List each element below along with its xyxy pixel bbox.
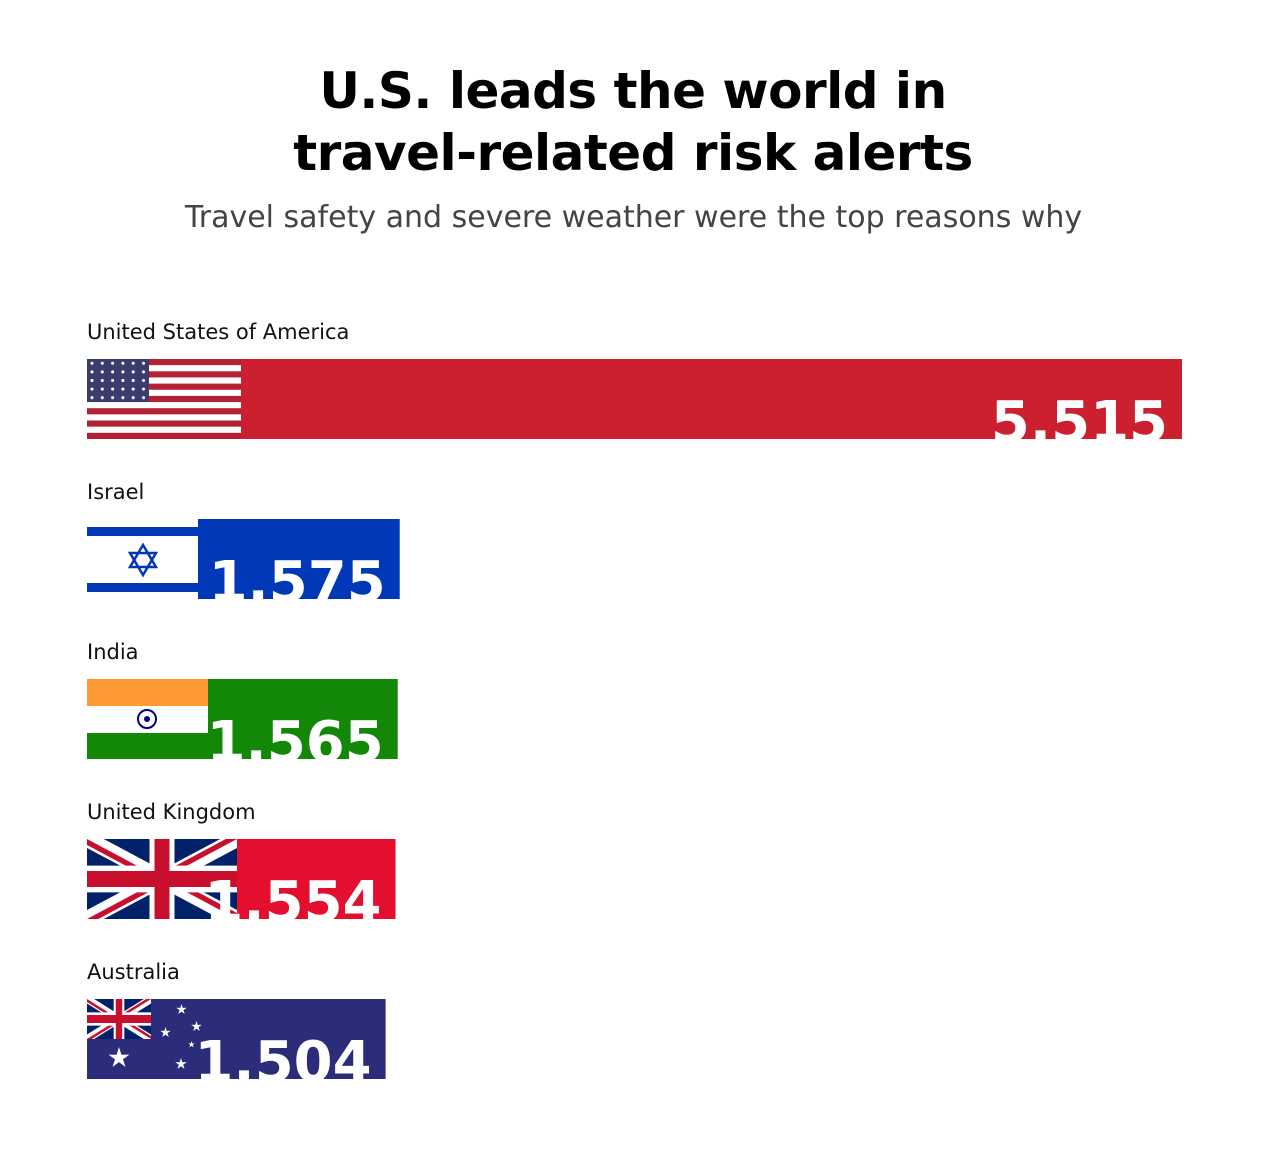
- chart-subtitle: Travel safety and severe weather were th…: [184, 200, 1083, 235]
- value-label: 1,565: [207, 710, 384, 775]
- value-label: 1,575: [209, 550, 386, 615]
- value-label: 1,504: [194, 1030, 371, 1095]
- category-label: India: [87, 640, 139, 664]
- flag-israel: [87, 519, 198, 600]
- category-label: United States of America: [87, 320, 349, 344]
- category-label: United Kingdom: [87, 800, 256, 824]
- flags: [87, 359, 241, 1069]
- value-label: 5,515: [991, 390, 1168, 455]
- flag-usa: [87, 359, 241, 439]
- category-label: Australia: [87, 960, 180, 984]
- flag-india: [87, 679, 208, 733]
- category-label: Israel: [87, 480, 144, 504]
- value-label: 1,554: [204, 870, 381, 935]
- bar: [87, 359, 1182, 439]
- chart-title: U.S. leads the world in travel-related r…: [293, 62, 973, 182]
